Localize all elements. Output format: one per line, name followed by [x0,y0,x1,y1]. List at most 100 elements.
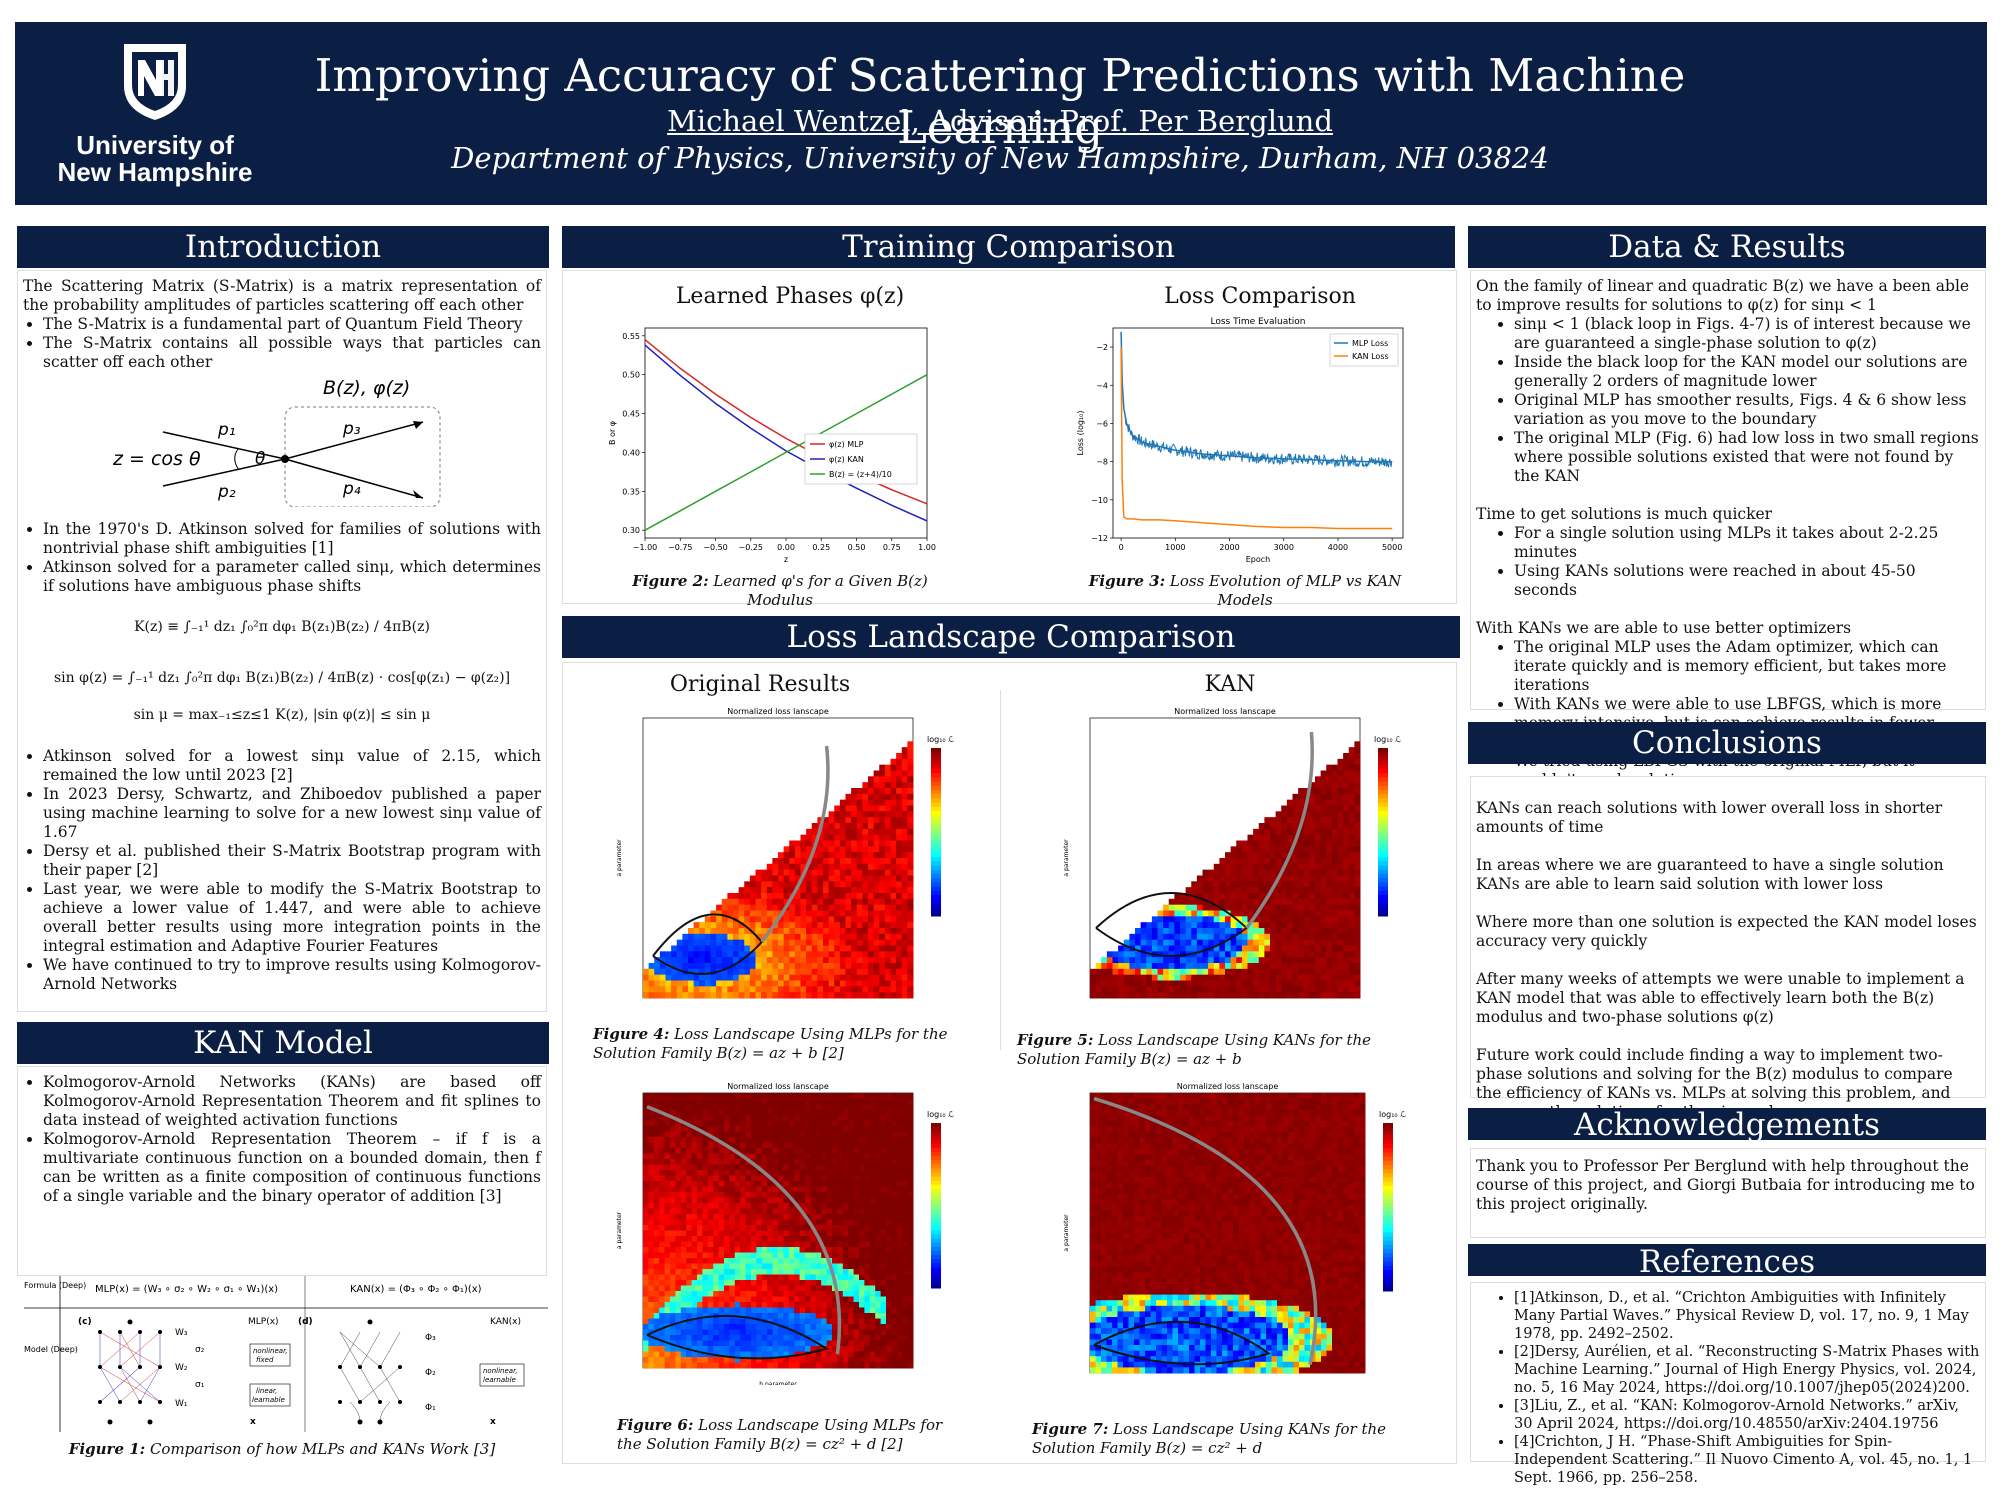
colorbar-cell [931,1184,941,1190]
y-axis-label: a parameter [1063,1214,1070,1252]
colorbar-cell [931,773,941,778]
list-item: In the 1970's D. Atkinson solved for fam… [43,520,541,558]
colorbar-cell [931,1139,941,1145]
colorbar-cell [1383,1261,1393,1267]
figure-3-text: Loss Evolution of MLP vs KAN Models [1165,572,1402,609]
colorbar-cell [1383,1257,1393,1263]
x-tick-label: −1.00 [633,543,658,552]
landscape-title: Normalized loss lanscape [727,1082,829,1091]
list-item: Original MLP has smoother results, Figs.… [1514,391,1980,429]
colorbar-cell [931,815,941,820]
list-item: The S-Matrix is a fundamental part of Qu… [43,315,541,334]
fig1-nonlin-learn-1: nonlinear, [483,1367,518,1375]
colorbar-cell [1383,1144,1393,1149]
x-axis-label: b parameter [759,1381,797,1385]
boundary-curve [646,1105,842,1355]
colorbar-cell [931,1160,941,1165]
colorbar-cell [931,911,941,917]
colorbar-cell [1378,785,1388,791]
diagram-label-p4: p₄ [342,479,361,499]
fig1-s2: σ₂ [195,1345,205,1355]
colorbar-cell [1383,1173,1393,1179]
figure-6-text: Loss Landscape Using MLPs for the Soluti… [617,1416,943,1453]
colorbar-cell [1383,1223,1393,1229]
x-tick-label: 0.75 [883,543,901,552]
colorbar-cell [931,886,941,892]
colorbar-cell [931,1263,941,1268]
colorbar-cell [931,1147,941,1153]
intro-panel: The Scattering Matrix (S-Matrix) is a ma… [17,270,547,1012]
colorbar-cell [931,853,941,858]
colorbar-label: log₁₀ ℒ [1374,735,1401,744]
colorbar-cell [931,1209,941,1215]
results-paragraph-1: On the family of linear and quadratic B(… [1476,277,1970,314]
colorbar-cell [1383,1244,1393,1250]
series-line [644,344,928,522]
list-item: The S-Matrix contains all possible ways … [43,334,541,372]
colorbar-cell [1383,1165,1393,1170]
colorbar-cell [931,794,941,799]
diagram-label-p3: p₃ [342,419,361,439]
conclusions-heading: Conclusions [1468,722,1986,764]
colorbar-cell [931,1151,941,1157]
landscape-title: Normalized loss lanscape [727,707,829,716]
colorbar-label: log₁₀ ℒ [1379,1110,1406,1119]
y-axis-label: B or φ [608,421,617,445]
colorbar-cell [931,1238,941,1244]
colorbar-cell [931,848,941,854]
colorbar-cell [1383,1249,1393,1254]
conclusion-2: In areas where we are guaranteed to have… [1476,856,1944,893]
figure-7-text: Loss Landscape Using KANs for the Soluti… [1032,1420,1387,1457]
conclusions-panel: KANs can reach solutions with lower over… [1470,776,1986,1121]
colorbar-cell [1378,819,1388,825]
colorbar-cell [931,802,941,808]
colorbar-cell [931,865,941,871]
legend-label: φ(z) MLP [829,440,864,449]
list-item: Last year, we were able to modify the S-… [43,880,541,956]
intro-heading: Introduction [17,226,549,268]
figure-6-caption: Figure 6: Loss Landscape Using MLPs for … [617,1416,957,1454]
colorbar-cell [1383,1198,1393,1204]
y-tick-label: −8 [1096,458,1108,467]
list-item: The original MLP uses the Adam optimizer… [1514,638,1980,695]
colorbar-cell [931,1259,941,1264]
y-axis-label: a parameter [616,1211,623,1249]
x-tick-label: 4000 [1328,543,1348,552]
colorbar-cell [931,1164,941,1169]
equation-sin-mu: sin μ = max₋₁≤z≤1 K(z), |sin φ(z)| ≤ sin… [133,707,431,723]
y-tick-label: 0.45 [622,410,640,419]
x-tick-label: −0.50 [703,543,728,552]
y-tick-label: −10 [1091,496,1108,505]
series-line [644,339,928,505]
x-tick-label: 0 [1119,543,1124,552]
fig1-nonlin-learn-2: learnable [483,1376,516,1384]
colorbar-cell [931,781,941,787]
colorbar-cell [1383,1253,1393,1258]
mlp-kan-figure: Formula (Deep) Model (Deep) MLP(x) = (W₃… [24,1276,548,1432]
colorbar-cell [1383,1215,1393,1221]
colorbar-cell [1378,773,1388,778]
colorbar-cell [1383,1169,1393,1174]
colorbar-cell [931,882,941,888]
figure-4-text: Loss Landscape Using MLPs for the Soluti… [593,1025,948,1062]
legend-label: MLP Loss [1352,339,1388,348]
colorbar-cell [1383,1156,1393,1162]
colorbar-cell [1383,1202,1393,1208]
colorbar-cell [931,1230,941,1235]
fig1-label-d: (d) [298,1317,313,1327]
colorbar-cell [1378,886,1388,892]
fig1-nonlin-fixed-2: fixed [256,1356,274,1364]
y-tick-label: −6 [1096,419,1108,428]
colorbar-cell [1378,903,1388,909]
colorbar-cell [931,806,941,812]
colorbar-cell [1383,1232,1393,1237]
colorbar-cell [931,785,941,791]
colorbar-cell [931,1217,941,1223]
colorbar-cell [931,1213,941,1219]
colorbar-cell [1378,911,1388,917]
colorbar-cell [1378,794,1388,799]
colorbar-cell [1383,1190,1393,1195]
colorbar-cell [1378,840,1388,846]
list-item: Kolmogorov-Arnold Networks (KANs) are ba… [43,1073,541,1130]
x-tick-label: −0.25 [738,543,763,552]
